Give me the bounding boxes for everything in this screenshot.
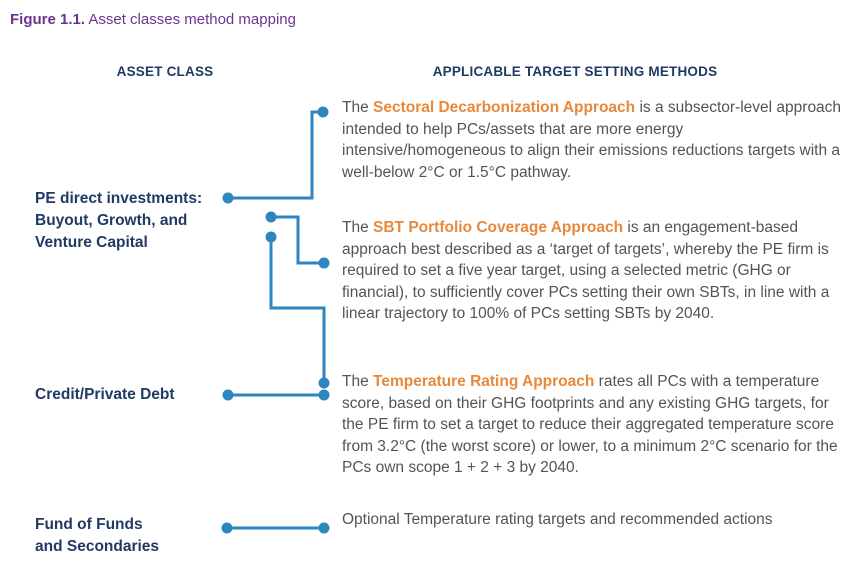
connector-dot xyxy=(265,231,277,243)
column-header-asset-class: ASSET CLASS xyxy=(116,64,214,79)
connector-dot xyxy=(222,389,234,401)
method-description: Optional Temperature rating targets and … xyxy=(342,511,773,528)
method-name-highlight: SBT Portfolio Coverage Approach xyxy=(373,219,624,236)
connector-dot xyxy=(265,211,277,223)
asset-class-fund-of-funds: Fund of Funds and Secondaries xyxy=(35,516,160,555)
connector-dot xyxy=(318,522,330,534)
method-description: is an engagement-based approach best des… xyxy=(342,219,830,322)
connector-dot xyxy=(222,192,234,204)
connector-pe-to-sbt-portfolio xyxy=(271,215,324,265)
connector-dot xyxy=(318,389,330,401)
method-sbt-portfolio-coverage: The SBT Portfolio Coverage Approach is a… xyxy=(342,217,850,325)
method-temperature-rating: The Temperature Rating Approach rates al… xyxy=(342,371,850,479)
method-optional-temperature-rating: Optional Temperature rating targets and … xyxy=(342,509,850,531)
asset-class-credit-private-debt: Credit/Private Debt xyxy=(35,386,175,403)
method-prefix: The xyxy=(342,373,374,390)
method-sectoral-decarbonization: The Sectoral Decarbonization Approach is… xyxy=(342,97,850,183)
method-prefix: The xyxy=(342,99,374,116)
method-prefix: The xyxy=(342,219,374,236)
figure-number: Figure 1.1. xyxy=(10,11,86,28)
connector-dot xyxy=(317,106,329,118)
connector-dot xyxy=(221,522,233,534)
connector-dot xyxy=(318,257,330,269)
method-description: is a subsector-level approach intended t… xyxy=(342,99,842,181)
method-description: rates all PCs with a temperature score, … xyxy=(342,373,838,476)
figure-caption: Figure 1.1. Asset classes method mapping xyxy=(10,11,296,28)
column-header-target-setting-methods: APPLICABLE TARGET SETTING METHODS xyxy=(432,64,718,79)
asset-class-pe-direct-investments: PE direct investments: Buyout, Growth, a… xyxy=(35,190,203,251)
connector-pe-to-temperature-rating xyxy=(269,237,326,383)
method-name-highlight: Temperature Rating Approach xyxy=(373,373,595,390)
connector-dot xyxy=(318,377,330,389)
method-name-highlight: Sectoral Decarbonization Approach xyxy=(373,99,636,116)
connector-pe-to-sda xyxy=(228,110,323,200)
figure-title-text: Asset classes method mapping xyxy=(85,11,296,28)
